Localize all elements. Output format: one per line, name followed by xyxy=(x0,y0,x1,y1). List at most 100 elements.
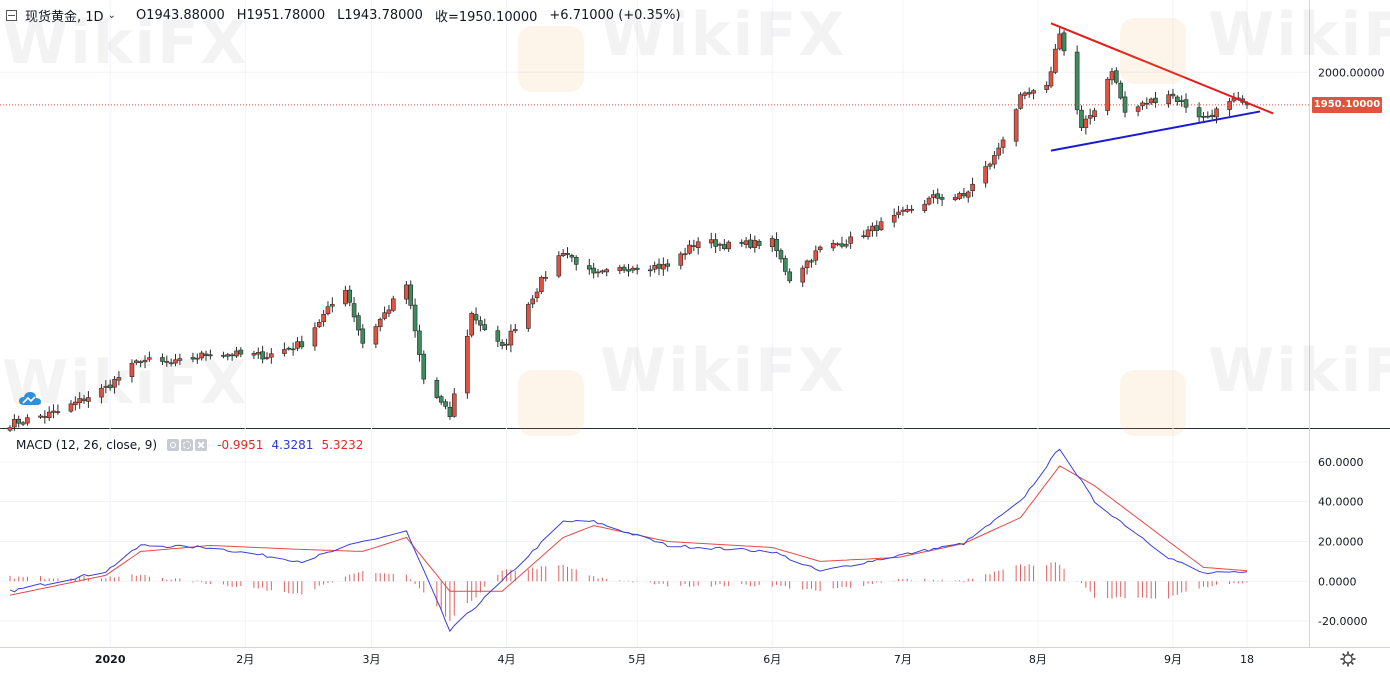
candle-body xyxy=(939,197,945,200)
close-icon[interactable] xyxy=(195,439,208,451)
candle-body xyxy=(621,266,627,271)
candle-body xyxy=(177,358,183,361)
candle-body xyxy=(543,277,549,279)
candle-body xyxy=(922,203,927,211)
candle-body xyxy=(865,229,871,238)
gear-icon[interactable] xyxy=(181,439,194,451)
candle-body xyxy=(299,341,305,348)
candle-body xyxy=(987,163,993,167)
candle-body xyxy=(534,291,540,298)
chevron-down-icon[interactable]: ⌄ xyxy=(107,9,116,21)
candle-body xyxy=(891,215,897,223)
candle-body xyxy=(717,243,723,246)
candle-body xyxy=(103,385,109,388)
candle-body xyxy=(77,398,82,404)
candle-body xyxy=(1053,48,1058,73)
candle-body xyxy=(1018,94,1023,109)
candle-body xyxy=(286,347,292,350)
candle-body xyxy=(160,357,165,362)
high-value: H1951.78000 xyxy=(236,7,326,23)
candle-body xyxy=(447,406,453,417)
candle-body xyxy=(390,298,396,311)
settings-icon[interactable] xyxy=(1340,651,1356,667)
candle-body xyxy=(1153,97,1158,104)
candle-body xyxy=(1144,102,1150,105)
resistance-trendline xyxy=(1050,22,1274,115)
candle-body xyxy=(138,361,143,363)
candle-body xyxy=(269,353,274,358)
macd-signal-value: 5.3232 xyxy=(321,438,364,452)
candle-body xyxy=(142,359,148,363)
time-tick-label: 7月 xyxy=(894,653,912,666)
candle-body xyxy=(630,267,636,271)
candle-body xyxy=(282,349,287,354)
candle-body xyxy=(1031,90,1036,94)
candle-body xyxy=(573,257,579,265)
candle-body xyxy=(168,362,174,365)
candle-body xyxy=(678,253,684,266)
candle-body xyxy=(129,363,135,377)
candle-body xyxy=(878,221,884,230)
candle-body xyxy=(565,252,570,255)
time-tick-label: 8月 xyxy=(1029,653,1047,666)
candle-body xyxy=(443,401,448,407)
time-tick-label: 18 xyxy=(1240,653,1254,666)
candle-body xyxy=(107,384,113,389)
macd-legend: MACD (12, 26, close, 9) -0.9951 4.3281 5… xyxy=(16,437,363,453)
eye-icon[interactable] xyxy=(167,439,180,451)
candle-body xyxy=(861,235,867,238)
candle-body xyxy=(473,314,479,321)
candle-body xyxy=(404,284,409,300)
candle-body xyxy=(909,208,914,211)
candle-body xyxy=(295,341,300,349)
time-tick-label: 2月 xyxy=(236,653,254,666)
candle-body xyxy=(351,303,357,318)
candle-body xyxy=(817,246,823,250)
candle-body xyxy=(983,166,988,184)
candle-body xyxy=(251,353,257,356)
candle-body xyxy=(16,418,22,424)
candle-body xyxy=(952,197,958,201)
candle-body xyxy=(743,240,749,245)
candle-body xyxy=(347,289,353,303)
candle-body xyxy=(961,193,967,197)
candle-body xyxy=(469,312,474,336)
candle-body xyxy=(190,357,196,360)
candle-body xyxy=(1057,33,1063,50)
candle-body xyxy=(465,335,470,394)
candle-body xyxy=(1061,32,1067,52)
candle-body xyxy=(783,258,788,272)
candle-body xyxy=(682,253,688,256)
candle-body xyxy=(560,253,566,257)
macd-tick-label: -20.0000 xyxy=(1318,615,1367,628)
candle-body xyxy=(661,264,666,270)
candle-body xyxy=(591,267,596,274)
macd-line-value: 4.3281 xyxy=(271,438,314,452)
macd-title[interactable]: MACD (12, 26, close, 9) xyxy=(16,438,158,452)
symbol-name[interactable]: 现货黄金, 1D xyxy=(25,9,104,25)
candle-body xyxy=(1196,107,1202,118)
candle-body xyxy=(203,353,209,356)
change-value: +6.71000 (+0.35%) xyxy=(549,7,681,23)
candle-body xyxy=(835,243,840,246)
candle-body xyxy=(264,357,270,359)
candle-body xyxy=(25,417,30,424)
candle-body xyxy=(1083,118,1089,128)
candle-body xyxy=(373,326,379,345)
hide-icon[interactable] xyxy=(6,9,17,21)
candle-body xyxy=(312,327,318,347)
candle-body xyxy=(508,330,514,346)
candle-body xyxy=(617,267,623,271)
candle-body xyxy=(539,277,544,292)
candle-body xyxy=(813,250,819,261)
candle-body xyxy=(870,225,875,232)
candle-body xyxy=(42,416,48,418)
symbol-legend: 现货黄金, 1D ⌄ O1943.88000 H1951.78000 L1943… xyxy=(6,6,693,25)
candle-body xyxy=(1092,110,1097,117)
cloud-icon[interactable] xyxy=(18,390,42,408)
candle-body xyxy=(665,263,671,267)
candle-body xyxy=(81,398,87,402)
candle-body xyxy=(1026,92,1032,95)
candle-body xyxy=(229,354,235,357)
candle-body xyxy=(530,298,535,305)
